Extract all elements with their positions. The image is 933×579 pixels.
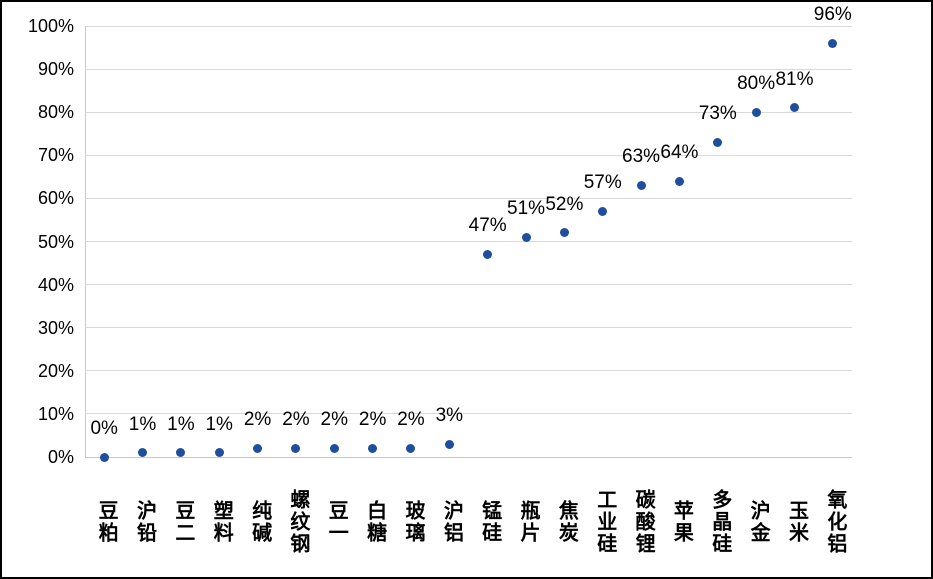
data-point-沪铝[interactable] xyxy=(444,439,454,449)
category-label-豆一: 豆一 xyxy=(325,500,348,544)
category-label-沪金: 沪金 xyxy=(747,500,770,544)
data-point-豆粕[interactable] xyxy=(99,452,109,462)
y-tick-label: 80% xyxy=(37,102,74,123)
data-label-多晶硅: 73% xyxy=(698,103,737,125)
category-label-豆二: 豆二 xyxy=(171,500,194,544)
data-label-玻璃: 2% xyxy=(397,409,425,431)
category-label-苹果: 苹果 xyxy=(670,500,693,544)
gridline-70% xyxy=(85,154,852,156)
data-label-豆粕: 0% xyxy=(90,418,118,439)
data-point-玻璃[interactable] xyxy=(406,443,416,453)
data-point-焦炭[interactable] xyxy=(559,228,569,238)
category-label-白糖: 白糖 xyxy=(363,500,386,544)
y-tick-label: 40% xyxy=(37,274,74,295)
data-point-碳酸锂[interactable] xyxy=(636,180,646,190)
category-label-瓶片: 瓶片 xyxy=(517,500,540,544)
y-tick-label: 20% xyxy=(37,360,74,381)
data-point-沪铅[interactable] xyxy=(138,448,148,458)
category-label-玉米: 玉米 xyxy=(785,500,808,544)
data-point-豆二[interactable] xyxy=(176,448,186,458)
category-label-碳酸锂: 碳酸锂 xyxy=(632,489,655,555)
data-point-塑料[interactable] xyxy=(214,448,224,458)
data-point-螺纹钢[interactable] xyxy=(291,443,301,453)
data-label-白糖: 2% xyxy=(358,409,387,431)
data-label-螺纹钢: 2% xyxy=(282,409,310,431)
gridline-50% xyxy=(85,241,852,242)
data-label-豆一: 2% xyxy=(320,409,348,431)
category-label-纯碱: 纯碱 xyxy=(248,500,271,544)
data-point-锰硅[interactable] xyxy=(483,249,493,259)
data-label-碳酸锂: 63% xyxy=(622,146,661,168)
y-tick-label: 50% xyxy=(37,231,74,252)
y-tick-label: 60% xyxy=(37,188,74,209)
category-label-豆粕: 豆粕 xyxy=(95,500,118,544)
category-label-塑料: 塑料 xyxy=(210,500,233,544)
gridline-30% xyxy=(85,327,852,329)
data-label-锰硅: 47% xyxy=(468,215,507,237)
category-label-焦炭: 焦炭 xyxy=(555,500,578,544)
data-label-苹果: 64% xyxy=(660,142,699,164)
data-label-豆二: 1% xyxy=(167,413,195,435)
gridline-80% xyxy=(85,111,852,113)
data-label-沪金: 80% xyxy=(737,73,776,95)
data-point-纯碱[interactable] xyxy=(253,443,263,453)
data-point-沪金[interactable] xyxy=(751,107,761,117)
data-label-塑料: 1% xyxy=(205,413,233,435)
y-tick-label: 90% xyxy=(37,59,74,80)
y-tick-label: 100% xyxy=(27,16,74,36)
gridline-20% xyxy=(85,370,852,372)
gridline-90% xyxy=(85,68,852,70)
data-label-沪铅: 1% xyxy=(128,413,157,435)
data-label-纯碱: 2% xyxy=(243,409,272,431)
data-label-工业硅: 57% xyxy=(583,172,622,194)
data-point-多晶硅[interactable] xyxy=(713,137,723,147)
y-tick-label: 10% xyxy=(37,403,74,424)
data-point-苹果[interactable] xyxy=(674,176,684,186)
category-label-沪铅: 沪铅 xyxy=(133,500,156,544)
y-axis-line xyxy=(85,26,86,458)
gridline-60% xyxy=(85,197,852,199)
data-point-玉米[interactable] xyxy=(789,103,799,113)
gridline-10% xyxy=(85,413,852,415)
data-point-白糖[interactable] xyxy=(368,443,378,453)
category-label-螺纹钢: 螺纹钢 xyxy=(286,489,309,555)
data-label-沪铝: 3% xyxy=(435,405,464,427)
category-label-氧化铝: 氧化铝 xyxy=(823,489,846,555)
gridline-40% xyxy=(85,284,852,286)
x-axis-line xyxy=(85,457,852,458)
category-label-多晶硅: 多晶硅 xyxy=(708,489,731,555)
data-point-氧化铝[interactable] xyxy=(828,38,838,48)
category-label-沪铝: 沪铝 xyxy=(440,500,463,544)
gridline-100% xyxy=(85,25,852,27)
data-point-瓶片[interactable] xyxy=(521,232,531,242)
data-point-豆一[interactable] xyxy=(329,443,339,453)
category-label-玻璃: 玻璃 xyxy=(401,500,424,544)
data-label-氧化铝: 96% xyxy=(813,4,852,26)
data-point-工业硅[interactable] xyxy=(598,206,608,216)
category-label-锰硅: 锰硅 xyxy=(478,500,501,544)
y-tick-label: 0% xyxy=(47,447,74,467)
y-tick-label: 30% xyxy=(37,317,74,338)
data-label-焦炭: 52% xyxy=(545,193,584,215)
category-label-工业硅: 工业硅 xyxy=(593,489,616,555)
data-label-玉米: 81% xyxy=(775,68,814,90)
y-tick-label: 70% xyxy=(37,145,74,166)
data-label-瓶片: 51% xyxy=(507,198,546,220)
